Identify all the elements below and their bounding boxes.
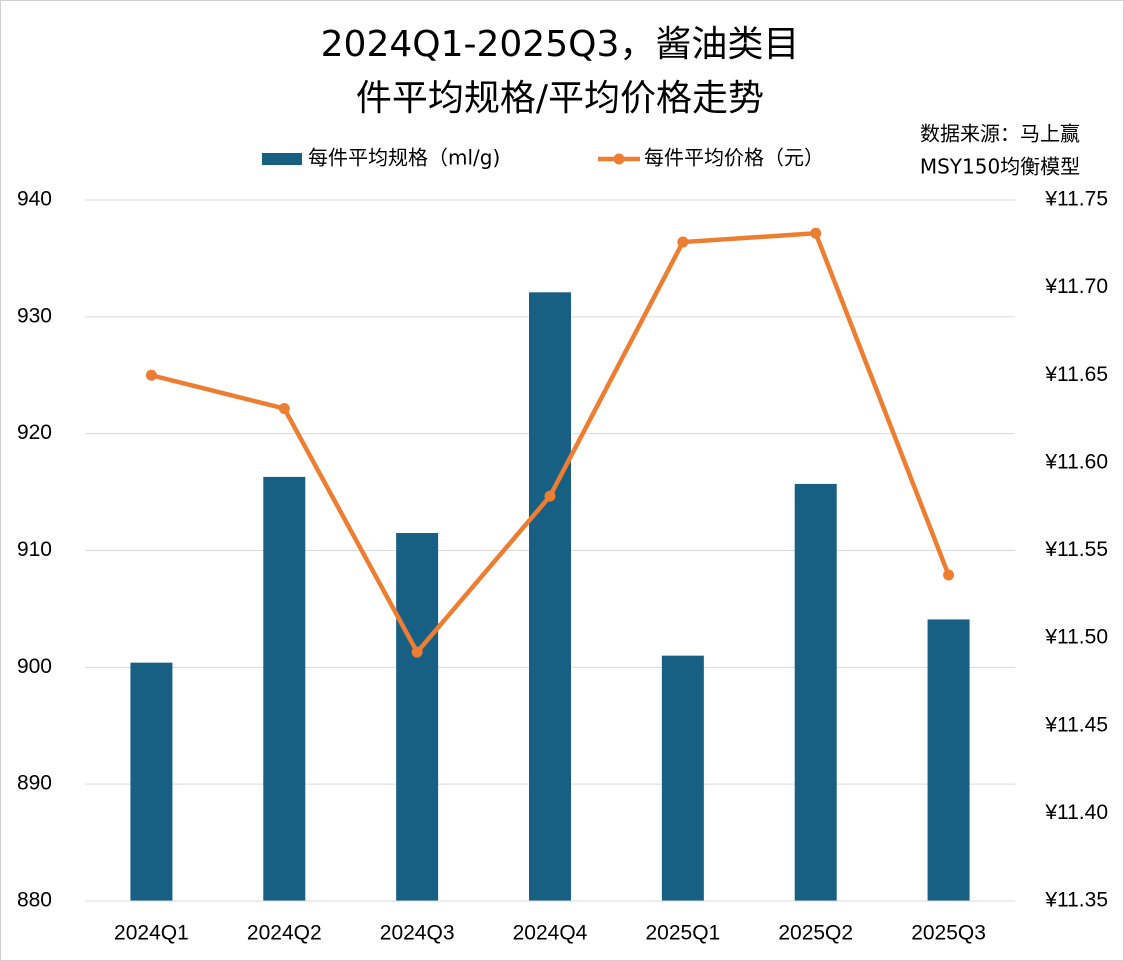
bar bbox=[661, 655, 704, 901]
legend-label: 每件平均价格（元） bbox=[644, 146, 824, 170]
y2-tick-label: ¥11.50 bbox=[1044, 626, 1108, 649]
y2-tick-label: ¥11.55 bbox=[1044, 538, 1108, 561]
y-tick-label: 910 bbox=[17, 538, 52, 561]
bar bbox=[130, 662, 173, 901]
y2-tick-label: ¥11.40 bbox=[1044, 801, 1108, 824]
y2-tick-label: ¥11.60 bbox=[1044, 450, 1108, 473]
y-tick-label: 920 bbox=[17, 421, 52, 444]
x-tick-label: 2024Q2 bbox=[247, 922, 322, 945]
line-marker bbox=[411, 646, 423, 658]
bar bbox=[529, 292, 571, 901]
x-tick-label: 2025Q3 bbox=[911, 922, 986, 945]
x-tick-label: 2025Q1 bbox=[645, 922, 720, 945]
line-marker bbox=[677, 236, 689, 248]
x-tick-label: 2024Q4 bbox=[513, 922, 588, 945]
x-tick-label: 2025Q2 bbox=[778, 922, 853, 945]
y2-tick-label: ¥11.75 bbox=[1044, 188, 1108, 211]
legend-swatch bbox=[262, 153, 302, 165]
chart-title: 2024Q1-2025Q3，酱油类目 bbox=[321, 24, 800, 65]
bar bbox=[263, 476, 306, 901]
legend-label: 每件平均规格（ml/g) bbox=[308, 146, 500, 170]
line-marker bbox=[145, 369, 157, 381]
bar bbox=[396, 532, 439, 901]
line-marker bbox=[810, 227, 822, 239]
x-tick-label: 2024Q1 bbox=[114, 922, 189, 945]
y-tick-label: 890 bbox=[17, 772, 52, 795]
y2-tick-label: ¥11.65 bbox=[1044, 363, 1108, 386]
chart-title: 件平均规格/平均价格走势 bbox=[356, 78, 764, 119]
line-marker bbox=[544, 490, 556, 502]
y-tick-label: 900 bbox=[17, 655, 52, 678]
y2-tick-label: ¥11.70 bbox=[1044, 275, 1108, 298]
y-tick-label: 930 bbox=[17, 304, 52, 327]
x-tick-label: 2024Q3 bbox=[380, 922, 455, 945]
y-tick-label: 940 bbox=[17, 188, 52, 211]
y2-tick-label: ¥11.45 bbox=[1044, 713, 1108, 736]
y2-tick-label: ¥11.35 bbox=[1044, 889, 1108, 912]
annotation: 数据来源：马上赢 bbox=[920, 122, 1080, 146]
bar bbox=[794, 483, 837, 901]
annotation: MSY150均衡模型 bbox=[920, 155, 1080, 179]
bar bbox=[927, 619, 970, 901]
line-marker bbox=[943, 569, 955, 581]
legend-swatch bbox=[613, 153, 625, 165]
y-tick-label: 880 bbox=[17, 889, 52, 912]
line-marker bbox=[278, 403, 290, 415]
